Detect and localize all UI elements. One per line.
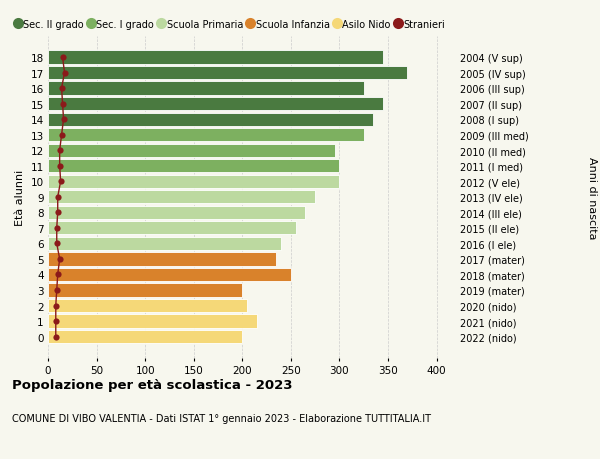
Point (52, 240, 62, 247)
Point (53, 271, 62, 279)
Bar (48, 315, 257, 328)
Point (55, 162, 64, 170)
Bar (48, 191, 315, 204)
Point (57, 85, 67, 93)
Text: COMUNE DI VIBO VALENTIA - Dati ISTAT 1° gennaio 2023 - Elaborazione TUTTITALIA.I: COMUNE DI VIBO VALENTIA - Dati ISTAT 1° … (12, 413, 431, 423)
Point (53, 194, 62, 201)
Point (51, 318, 61, 325)
Bar (48, 98, 383, 111)
Bar (48, 51, 383, 65)
Y-axis label: Età alunni: Età alunni (15, 169, 25, 225)
Bar (48, 144, 335, 157)
Bar (48, 222, 296, 235)
Bar (48, 284, 242, 297)
Point (60, 70, 70, 77)
Bar (48, 129, 364, 142)
Bar (48, 237, 281, 251)
Point (56, 178, 65, 185)
Point (58, 54, 67, 62)
Bar (48, 206, 305, 219)
Point (57, 132, 67, 139)
Point (52, 287, 62, 294)
Point (58, 101, 67, 108)
Bar (48, 330, 242, 343)
Point (55, 256, 64, 263)
Bar (48, 113, 373, 127)
Text: Anni di nascita: Anni di nascita (587, 156, 597, 239)
Bar (48, 253, 276, 266)
Point (52, 225, 62, 232)
Point (59, 116, 68, 123)
Legend: Sec. II grado, Sec. I grado, Scuola Primaria, Scuola Infanzia, Asilo Nido, Stran: Sec. II grado, Sec. I grado, Scuola Prim… (11, 16, 449, 34)
Bar (48, 82, 364, 95)
Point (55, 147, 64, 155)
Point (51, 302, 61, 309)
Bar (48, 175, 340, 189)
Bar (48, 299, 247, 313)
Text: Popolazione per età scolastica - 2023: Popolazione per età scolastica - 2023 (12, 379, 293, 392)
Bar (48, 160, 340, 173)
Bar (48, 67, 407, 80)
Bar (48, 268, 291, 281)
Point (51, 333, 61, 341)
Point (53, 209, 62, 217)
